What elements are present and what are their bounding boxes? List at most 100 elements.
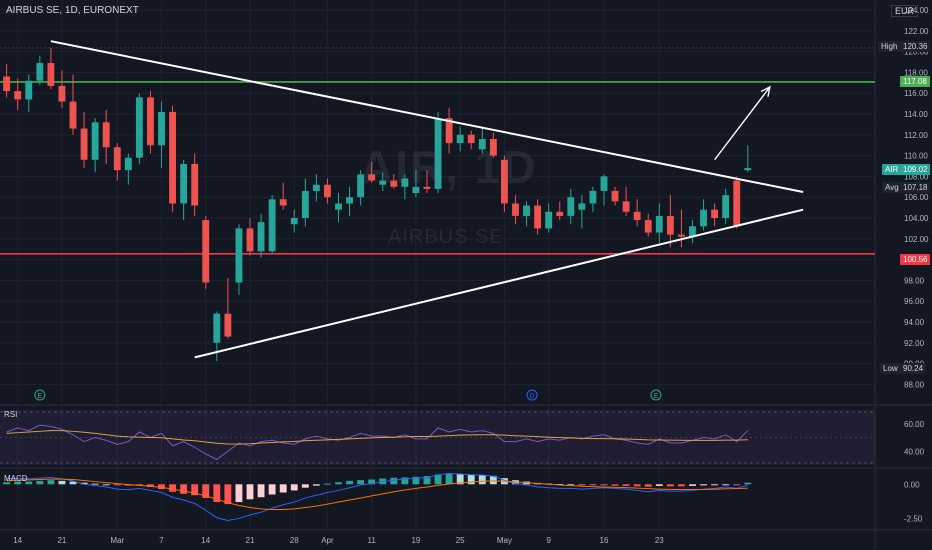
candle xyxy=(91,118,99,173)
time-tick-label: 14 xyxy=(13,536,22,545)
macd-hist-bar xyxy=(711,484,719,486)
watermark-ticker: AIR, 1D xyxy=(360,141,538,193)
macd-hist-bar xyxy=(346,480,353,485)
rsi-line xyxy=(6,424,749,461)
avg-price-tag: 107.18 xyxy=(900,182,931,193)
candle xyxy=(390,174,398,189)
candle xyxy=(523,201,530,227)
candle-body xyxy=(500,159,508,204)
event-letter: E xyxy=(654,393,659,400)
candle-body xyxy=(478,138,486,150)
time-tick-label: 11 xyxy=(368,536,377,545)
trend-drawings[interactable] xyxy=(50,40,804,359)
candle-body xyxy=(301,190,309,218)
candle-body xyxy=(512,203,519,216)
price-tick-label: 108.00 xyxy=(904,172,929,181)
currency-label[interactable]: EUR xyxy=(890,5,918,17)
candle xyxy=(379,172,387,191)
candle-body xyxy=(191,163,199,206)
macd-hist-bar xyxy=(445,473,453,485)
time-tick-label: 9 xyxy=(546,536,551,545)
macd-hist-bar xyxy=(489,475,497,485)
macd-hist-bar xyxy=(246,484,254,500)
macd-hist-bar xyxy=(578,484,586,486)
candle xyxy=(368,161,376,183)
candle-body xyxy=(711,209,719,218)
time-axis[interactable]: 14 21 Mar 7 14 21 28 Apr 11 19 25 May 9 16 23 xyxy=(13,536,664,545)
macd-hist-bar xyxy=(235,484,243,503)
macd-hist-bar xyxy=(257,484,265,498)
candle-body xyxy=(655,215,663,233)
candle-body xyxy=(246,228,254,252)
macd-hist-bar xyxy=(666,484,674,487)
macd-label[interactable]: MACD xyxy=(4,474,28,483)
candle xyxy=(357,170,365,206)
time-tick-label: 21 xyxy=(246,536,255,545)
candle-body xyxy=(445,118,453,144)
candle-body xyxy=(335,203,342,210)
macd-hist-bar xyxy=(224,484,232,505)
symbol-title[interactable]: AIRBUS SE, 1D, EURONEXT xyxy=(6,5,139,16)
candle xyxy=(545,203,553,233)
macd-hist-bar xyxy=(744,482,752,485)
low-value: 90.24 xyxy=(900,363,927,374)
macd-hist-bar xyxy=(324,483,331,485)
macd-hist-bar xyxy=(412,476,420,485)
high-value: 120.36 xyxy=(900,41,931,52)
resistance-price-tag: 117.08 xyxy=(900,76,930,87)
candle xyxy=(512,195,519,225)
macd-hist-bar xyxy=(312,484,320,486)
macd-hist-bar xyxy=(3,482,11,485)
candle xyxy=(257,213,265,258)
rsi-label[interactable]: RSI xyxy=(4,410,18,419)
macd-hist-bar xyxy=(169,484,176,492)
candle xyxy=(124,153,132,185)
macd-hist-bar xyxy=(102,484,110,486)
time-tick-label: 16 xyxy=(600,536,609,545)
candle-body xyxy=(434,118,442,189)
event-marker[interactable]: E xyxy=(650,389,662,401)
candle xyxy=(268,195,276,254)
price-tick-label: 116.00 xyxy=(904,89,928,98)
time-tick-label: Apr xyxy=(321,536,334,545)
candle xyxy=(169,105,176,212)
event-marker[interactable]: E xyxy=(34,389,46,401)
candle xyxy=(622,186,630,216)
macd-hist-bar xyxy=(147,484,154,488)
price-tick-label: 112.00 xyxy=(904,131,928,140)
candle xyxy=(246,218,254,256)
time-tick-label: 21 xyxy=(57,536,66,545)
low-label: Low xyxy=(880,363,901,374)
candle xyxy=(235,224,243,295)
macd-hist-bar xyxy=(357,480,365,485)
macd-hist-bar xyxy=(335,482,342,485)
candle xyxy=(213,311,221,362)
macd-hist-bar xyxy=(589,484,597,486)
macd-hist-bar xyxy=(633,484,641,487)
price-tick-label: 94.00 xyxy=(904,318,925,327)
macd-tick-label: 0.00 xyxy=(904,480,920,489)
macd-hist-bar xyxy=(14,481,22,485)
time-tick-label: Mar xyxy=(110,536,124,545)
price-tick-label: 102.00 xyxy=(904,235,929,244)
macd-hist-bar xyxy=(722,484,730,486)
macd-hist-bar xyxy=(290,484,298,491)
candle-body xyxy=(47,63,55,86)
candle-body xyxy=(700,209,707,227)
time-tick-label: 23 xyxy=(655,536,664,545)
air-label: AIR xyxy=(882,164,902,175)
candle-body xyxy=(523,205,530,216)
candle-body xyxy=(666,215,674,235)
event-marker[interactable]: D xyxy=(526,389,538,401)
time-tick-label: May xyxy=(497,536,512,545)
candle-body xyxy=(379,180,387,185)
candle xyxy=(633,199,641,227)
candle-body xyxy=(600,176,608,191)
candle xyxy=(113,143,121,181)
candle xyxy=(578,195,586,229)
last-price-tag: 109.02 xyxy=(900,164,931,175)
candle-body xyxy=(3,76,11,92)
macd-hist-bar xyxy=(423,476,431,485)
